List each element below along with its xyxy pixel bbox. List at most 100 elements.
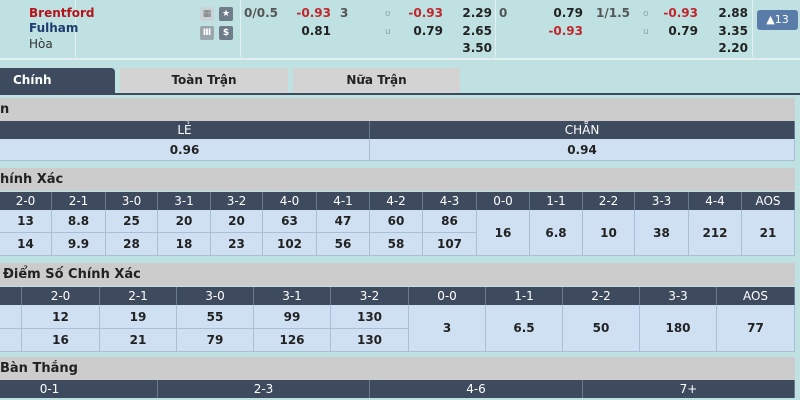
correct-score-title: hính Xác — [0, 168, 795, 191]
ft-handicap-away[interactable]: 0.81 — [301, 24, 331, 38]
even-header: CHẴN — [370, 121, 795, 139]
score-header: 4-0 — [263, 192, 317, 210]
odd-header: LẺ — [0, 121, 370, 139]
dollar-icon[interactable]: $ — [219, 26, 233, 40]
away-score-odds[interactable]: 79 — [177, 329, 254, 352]
stats-icon[interactable]: Ⅲ — [200, 26, 214, 40]
ht-ou-line: 1/1.5 — [596, 6, 630, 20]
score-header: 0-0 — [409, 287, 486, 305]
home-team[interactable]: Brentford — [29, 6, 95, 20]
away-score-odds[interactable]: 126 — [254, 329, 331, 352]
ht-handicap-home[interactable]: 0.79 — [553, 6, 583, 20]
ft-over-odds[interactable]: -0.93 — [408, 6, 443, 20]
away-team[interactable]: Fulham — [29, 21, 79, 35]
away-score-odds[interactable]: 18 — [158, 233, 211, 256]
score-header: 3-2 — [211, 192, 263, 210]
ht-1x2-home[interactable]: 2.88 — [718, 6, 748, 20]
away-score-odds[interactable]: 16 — [22, 329, 100, 352]
odd-value[interactable]: 0.96 — [0, 139, 370, 161]
score-header: 2-1 — [52, 192, 106, 210]
away-score-odds[interactable]: 58 — [370, 233, 423, 256]
tab-main[interactable]: Chính — [0, 68, 115, 93]
row-label-cell — [0, 329, 22, 352]
home-score-odds[interactable]: 20 — [211, 210, 263, 233]
score-header: 3-0 — [106, 192, 158, 210]
away-score-odds[interactable]: 23 — [211, 233, 263, 256]
home-score-odds[interactable]: 25 — [106, 210, 158, 233]
draw-score-odds[interactable]: 212 — [689, 210, 742, 256]
home-score-odds[interactable]: 130 — [331, 305, 409, 329]
away-score-odds[interactable]: 21 — [100, 329, 177, 352]
tab-full-match[interactable]: Toàn Trận — [120, 68, 288, 93]
draw-score-odds[interactable]: 6.5 — [486, 305, 563, 352]
home-score-odds[interactable]: 12 — [22, 305, 100, 329]
total-goals-title: Bàn Thắng — [0, 357, 795, 380]
score-header: 3-1 — [158, 192, 211, 210]
away-score-odds[interactable]: 102 — [263, 233, 317, 256]
ht-handicap-away[interactable]: -0.93 — [548, 24, 583, 38]
score-header: 2-0 — [0, 192, 52, 210]
home-score-odds[interactable]: 63 — [263, 210, 317, 233]
ft-handicap-home[interactable]: -0.93 — [296, 6, 331, 20]
ht-1x2-draw[interactable]: 2.20 — [718, 41, 748, 55]
away-score-odds[interactable]: 107 — [423, 233, 477, 256]
goals-range-header: 2-3 — [158, 380, 370, 398]
score-header: 3-1 — [254, 287, 331, 305]
score-header: 3-0 — [177, 287, 254, 305]
ft-1x2-home[interactable]: 2.29 — [462, 6, 492, 20]
score-header: 2-2 — [583, 192, 635, 210]
row-label-cell — [0, 305, 22, 329]
draw-label: Hòa — [29, 37, 53, 51]
ht-1x2-away[interactable]: 3.35 — [718, 24, 748, 38]
draw-score-odds[interactable]: 6.8 — [530, 210, 583, 256]
star-icon[interactable]: ★ — [219, 7, 233, 21]
draw-score-odds[interactable]: 38 — [635, 210, 689, 256]
scoreboard-icon[interactable]: ▦ — [200, 7, 214, 21]
home-score-odds[interactable]: 13 — [0, 210, 52, 233]
more-markets-button[interactable]: ▲13 — [757, 10, 798, 30]
odd-even-title: n — [0, 98, 795, 121]
ft-1x2-draw[interactable]: 3.50 — [462, 41, 492, 55]
draw-score-odds[interactable]: 180 — [640, 305, 717, 352]
draw-score-odds[interactable]: 50 — [563, 305, 640, 352]
home-score-odds[interactable]: 86 — [423, 210, 477, 233]
ht-over-label: o — [643, 9, 649, 19]
score-header: 1-1 — [486, 287, 563, 305]
home-score-odds[interactable]: 19 — [100, 305, 177, 329]
ft-1x2-away[interactable]: 2.65 — [462, 24, 492, 38]
ht-correct-score-title: Điểm Số Chính Xác — [0, 263, 795, 286]
away-score-odds[interactable]: 130 — [331, 329, 409, 352]
ht-under-label: u — [643, 27, 649, 37]
goals-range-header: 4-6 — [370, 380, 583, 398]
ft-handicap-line: 0/0.5 — [244, 6, 278, 20]
tab-half-match[interactable]: Nữa Trận — [293, 68, 460, 93]
score-header: 0-0 — [477, 192, 530, 210]
draw-score-odds[interactable]: 21 — [742, 210, 795, 256]
away-score-odds[interactable]: 56 — [317, 233, 370, 256]
ht-under-odds[interactable]: 0.79 — [668, 24, 698, 38]
home-score-odds[interactable]: 8.8 — [52, 210, 106, 233]
score-header: 2-2 — [563, 287, 640, 305]
goals-range-header: 0-1 — [0, 380, 158, 398]
score-header: 4-4 — [689, 192, 742, 210]
away-score-odds[interactable]: 14 — [0, 233, 52, 256]
score-header: 2-0 — [22, 287, 100, 305]
score-header: 3-3 — [635, 192, 689, 210]
away-score-odds[interactable]: 28 — [106, 233, 158, 256]
draw-score-odds[interactable]: 77 — [717, 305, 795, 352]
score-header: AOS — [717, 287, 795, 305]
home-score-odds[interactable]: 20 — [158, 210, 211, 233]
ht-handicap-line: 0 — [499, 6, 508, 20]
home-score-odds[interactable]: 47 — [317, 210, 370, 233]
ht-over-odds[interactable]: -0.93 — [663, 6, 698, 20]
home-score-odds[interactable]: 60 — [370, 210, 423, 233]
draw-score-odds[interactable]: 16 — [477, 210, 530, 256]
ft-under-odds[interactable]: 0.79 — [413, 24, 443, 38]
score-header: AOS — [742, 192, 795, 210]
home-score-odds[interactable]: 99 — [254, 305, 331, 329]
even-value[interactable]: 0.94 — [370, 139, 795, 161]
home-score-odds[interactable]: 55 — [177, 305, 254, 329]
draw-score-odds[interactable]: 3 — [409, 305, 486, 352]
away-score-odds[interactable]: 9.9 — [52, 233, 106, 256]
draw-score-odds[interactable]: 10 — [583, 210, 635, 256]
